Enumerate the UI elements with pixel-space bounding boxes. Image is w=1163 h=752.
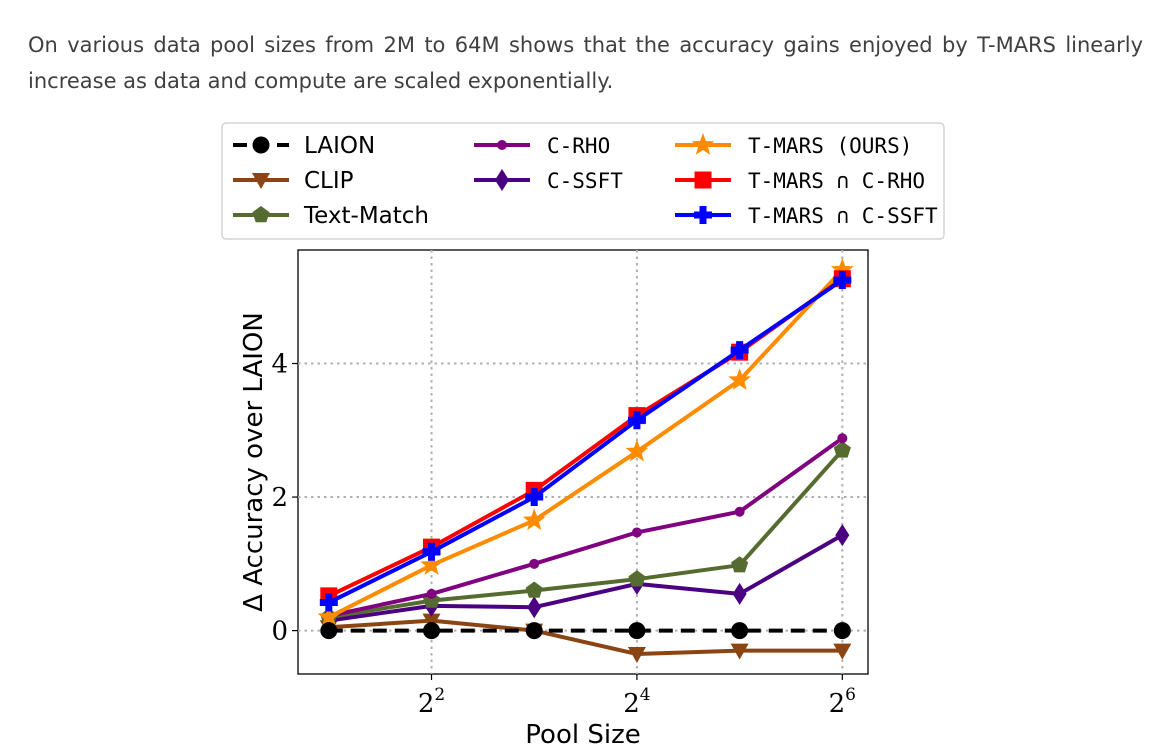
data-point: [730, 643, 749, 660]
data-point: [628, 622, 646, 640]
data-point: [525, 622, 543, 640]
legend-box: [221, 122, 945, 240]
data-point: [525, 488, 544, 507]
y-tick-label: 2: [271, 483, 288, 513]
legend-label: T-MARS ∩ C-SSFT: [748, 204, 938, 228]
data-point: [728, 368, 751, 390]
legend-item-t-mars-ours: T-MARS (OURS): [675, 133, 912, 158]
series-t-mars-c-ssft: [319, 271, 852, 612]
legend-item-c-rho: C-RHO: [474, 134, 610, 158]
data-point: [830, 258, 854, 280]
data-point: [731, 556, 749, 573]
legend-label: T-MARS ∩ C-RHO: [748, 169, 925, 193]
data-point: [426, 588, 437, 599]
data-point: [320, 622, 338, 640]
data-point: [833, 441, 851, 458]
data-point: [420, 553, 443, 575]
legend-marker: [694, 206, 712, 224]
legend-marker: [252, 136, 270, 154]
series-line-clip: [328, 618, 843, 656]
legend-item-t-mars-c-rho: T-MARS ∩ C-RHO: [675, 169, 925, 193]
legend-label: CLIP: [304, 168, 354, 194]
y-tick-label: 0: [271, 617, 288, 647]
x-axis-label: Pool Size: [525, 720, 640, 750]
data-point: [731, 622, 749, 640]
data-point: [529, 558, 540, 569]
y-axis-label: Δ Accuracy over LAION: [239, 312, 269, 612]
legend-marker: [497, 140, 507, 150]
legend-label: Text-Match: [303, 203, 429, 229]
legend-label: C-SSFT: [547, 169, 623, 193]
legend-item-t-mars-c-ssft: T-MARS ∩ C-SSFT: [675, 204, 938, 228]
data-point: [732, 582, 747, 605]
x-tick-label: 26: [829, 685, 856, 719]
data-point: [525, 581, 543, 598]
legend-item-text-match: Text-Match: [233, 203, 429, 229]
series-group: [317, 258, 854, 663]
x-tick-label: 22: [418, 685, 445, 719]
data-point: [835, 524, 850, 547]
legend-marker: [694, 171, 712, 189]
series-t-mars-ours: [317, 258, 854, 627]
intro-paragraph: On various data pool sizes from 2M to 64…: [28, 33, 1143, 93]
data-point: [631, 527, 642, 538]
data-point: [730, 341, 749, 360]
legend-marker: [691, 133, 715, 155]
data-point: [625, 439, 649, 462]
x-tick-label: 24: [623, 685, 650, 719]
series-line-text-match: [328, 448, 844, 620]
legend-label: C-RHO: [547, 134, 610, 158]
legend-label: LAION: [304, 133, 375, 159]
legend-item-c-ssft: C-SSFT: [474, 169, 623, 193]
series-text-match: [320, 441, 851, 625]
legend-item-clip: CLIP: [233, 168, 354, 194]
legend: LAION CLIP Text-Match C-RHO C-SSFT T-MARS (OU…: [233, 133, 938, 229]
data-point: [527, 596, 542, 619]
data-point: [522, 508, 546, 531]
data-point: [317, 605, 341, 627]
legend-label: T-MARS (OURS): [748, 134, 912, 158]
series-line-c-ssft: [328, 533, 844, 623]
series-line-c-rho: [328, 436, 844, 618]
legend-marker: [252, 173, 270, 189]
series-laion: [320, 622, 851, 640]
data-point: [833, 622, 851, 640]
data-point: [627, 411, 646, 430]
legend-item-laion: LAION: [233, 133, 375, 159]
legend-marker: [495, 169, 509, 191]
y-tick-label: 4: [271, 350, 288, 380]
data-point: [627, 646, 646, 663]
legend-marker: [252, 206, 270, 223]
data-point: [837, 433, 848, 444]
data-point: [734, 506, 745, 517]
data-point: [422, 542, 441, 561]
data-point: [628, 570, 646, 587]
data-point: [423, 622, 441, 640]
data-point: [319, 593, 338, 612]
data-point: [833, 643, 852, 660]
series-line-t-mars-ours: [327, 268, 844, 619]
data-point: [422, 613, 441, 630]
data-point: [833, 271, 852, 290]
series-line-t-mars-c-ssft: [327, 278, 844, 605]
